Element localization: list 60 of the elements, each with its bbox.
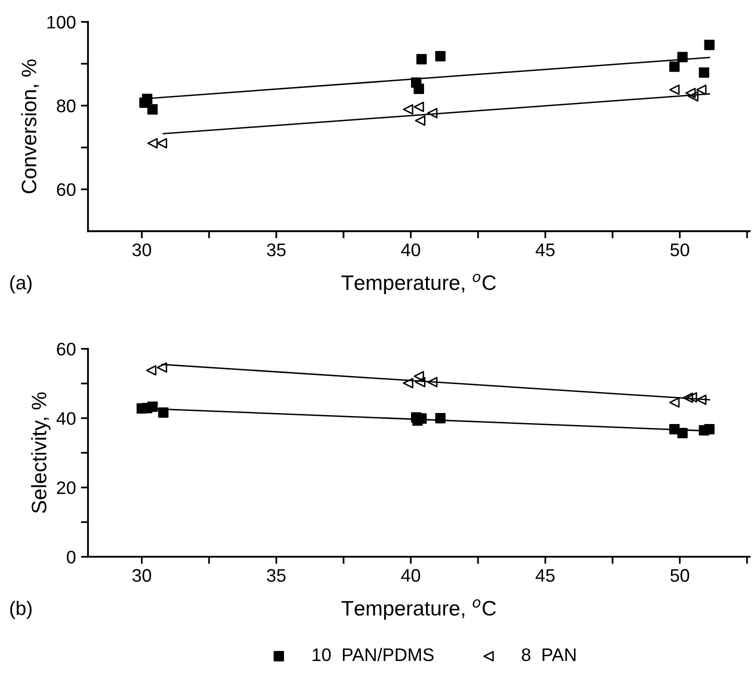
y-tick-label: 80 xyxy=(56,100,76,112)
point xyxy=(147,402,158,412)
point xyxy=(669,397,680,408)
point xyxy=(414,84,424,94)
point xyxy=(414,102,424,112)
legend-label: 10 PAN/PDMS xyxy=(312,648,434,662)
point xyxy=(669,84,680,95)
point xyxy=(147,104,158,115)
point xyxy=(147,138,158,148)
x-tick-label: 50 xyxy=(670,569,690,582)
x-tick-label: 40 xyxy=(401,243,420,256)
point xyxy=(685,88,696,98)
point xyxy=(416,54,427,64)
x-axis-title: Temperature, $^{o}$C xyxy=(342,599,496,620)
point xyxy=(402,104,414,115)
y-tick-label: 40 xyxy=(56,412,76,425)
y-axis-title: Selectivity, % xyxy=(31,392,51,514)
y-tick-label: 60 xyxy=(57,342,76,356)
point xyxy=(435,51,446,62)
point xyxy=(677,52,688,62)
point xyxy=(142,94,152,104)
y-tick-label: 20 xyxy=(57,481,76,494)
point xyxy=(156,138,168,148)
point xyxy=(156,362,168,373)
point xyxy=(146,365,156,376)
text: (a) xyxy=(10,275,32,294)
x-tick-label: 50 xyxy=(670,243,690,256)
point xyxy=(696,84,707,95)
point xyxy=(698,67,710,78)
y-tick-label: 0 xyxy=(66,550,76,564)
x-tick-label: 45 xyxy=(536,569,555,582)
point xyxy=(158,407,168,418)
x-axis-title: Temperature, $^{o}$C xyxy=(342,274,496,294)
point xyxy=(669,424,680,434)
x-tick-label: 40 xyxy=(401,569,420,582)
x-tick-label: 35 xyxy=(266,243,286,256)
point xyxy=(682,392,694,403)
point xyxy=(415,376,426,388)
text: (b) xyxy=(10,600,32,619)
point xyxy=(402,378,414,388)
x-tick-label: 30 xyxy=(132,569,152,582)
point xyxy=(704,40,715,50)
point xyxy=(686,392,698,403)
point xyxy=(435,412,446,424)
point xyxy=(414,371,424,382)
point xyxy=(415,115,426,126)
point xyxy=(696,394,707,405)
x-tick-label: 35 xyxy=(266,569,286,582)
point xyxy=(427,376,438,388)
point xyxy=(688,91,698,102)
point xyxy=(669,61,680,72)
x-tick-label: 45 xyxy=(536,244,555,256)
point xyxy=(427,108,438,118)
y-tick-label: 60 xyxy=(57,183,76,196)
y-tick-label: 100 xyxy=(47,16,76,29)
x-tick-label: 30 xyxy=(132,243,152,256)
point xyxy=(704,424,715,434)
legend-label: 8 PAN xyxy=(522,648,576,662)
point xyxy=(677,428,688,438)
y-axis-title: Conversion, % xyxy=(21,60,39,194)
